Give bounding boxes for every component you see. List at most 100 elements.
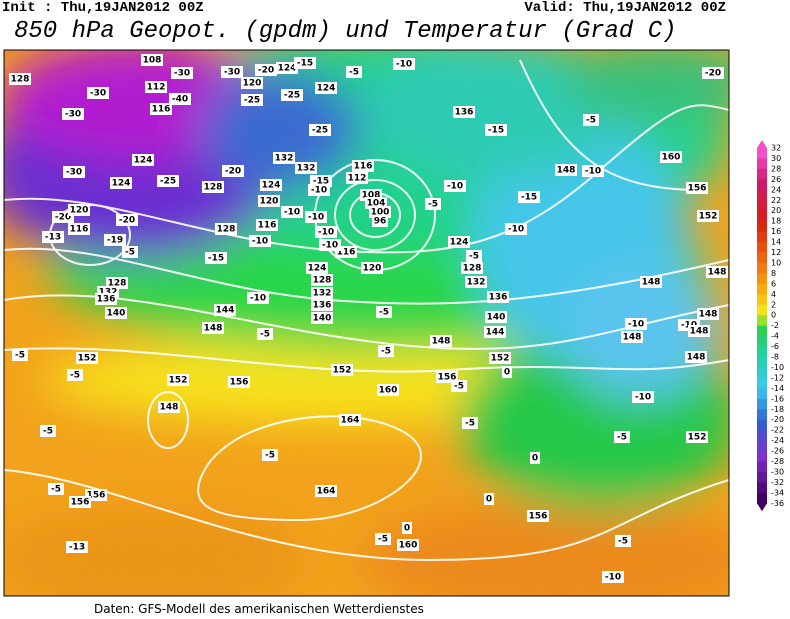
- label-box: [40, 425, 56, 437]
- contour-label: 116: [337, 248, 356, 258]
- contour-label: 136: [313, 301, 332, 311]
- contour-label: 124: [112, 179, 131, 189]
- label-box: [346, 172, 368, 184]
- contour-label: 152: [333, 366, 352, 376]
- contour-label: 156: [230, 378, 249, 388]
- label-box: [276, 62, 298, 74]
- colorbar-label: 16: [771, 227, 781, 236]
- label-box: [352, 160, 374, 172]
- label-box: [105, 307, 127, 319]
- label-box: [686, 431, 708, 443]
- contour-label: 116: [258, 221, 277, 231]
- contour-label: 148: [687, 353, 706, 363]
- colorbar-label: -22: [771, 426, 784, 435]
- colorbar-label: 30: [771, 154, 781, 163]
- label-box: [171, 67, 193, 79]
- contour-label: -5: [617, 433, 627, 443]
- contour-label: -13: [69, 543, 85, 553]
- label-box: [214, 304, 236, 316]
- label-box: [12, 349, 28, 361]
- label-box: [132, 154, 154, 166]
- contour-label: 112: [348, 174, 367, 184]
- label-box: [9, 73, 31, 85]
- colorbar-label: 26: [771, 175, 781, 184]
- colorbar-label: 0: [771, 311, 776, 320]
- label-box: [167, 374, 189, 386]
- colorbar-label: -4: [771, 332, 779, 341]
- contour-label: 156: [87, 491, 106, 501]
- label-box: [249, 235, 271, 247]
- contour-label: 160: [379, 386, 398, 396]
- label-box: [69, 496, 91, 508]
- contour-label: 144: [216, 306, 235, 316]
- contour-label: -10: [252, 237, 268, 247]
- contour-label: -5: [51, 485, 61, 495]
- contour-label: 132: [99, 288, 118, 298]
- colorbar-label: 22: [771, 196, 781, 205]
- contour-label: -5: [349, 68, 359, 78]
- label-box: [222, 165, 244, 177]
- contour-label: 144: [486, 328, 505, 338]
- contour-label: -10: [635, 393, 651, 403]
- contour-label: -20: [225, 167, 241, 177]
- contour-label: 120: [363, 264, 382, 274]
- contour-label: -30: [65, 110, 81, 120]
- colorbar-band: [757, 409, 767, 421]
- label-box: [305, 211, 327, 223]
- contour-label: 148: [160, 403, 179, 413]
- label-box: [518, 191, 540, 203]
- contour-label: -5: [70, 371, 80, 381]
- label-box: [430, 335, 452, 347]
- label-box: [294, 57, 316, 69]
- contour-label: -25: [160, 177, 176, 187]
- colorbar-band: [757, 242, 767, 253]
- label-box: [202, 322, 224, 334]
- colorbar-band: [757, 492, 767, 504]
- label-box: [158, 401, 180, 413]
- contour-label: 140: [487, 313, 506, 323]
- label-box: [150, 103, 172, 115]
- contour-label: 96: [374, 217, 387, 227]
- contour-label: -20: [705, 69, 721, 79]
- colorbar-band: [757, 440, 767, 452]
- colorbar-label: -12: [771, 373, 784, 382]
- contour-label: 148: [557, 166, 576, 176]
- label-box: [157, 175, 179, 187]
- label-box: [372, 215, 388, 227]
- label-box: [402, 522, 412, 534]
- label-box: [346, 66, 362, 78]
- label-box: [67, 369, 83, 381]
- contour-label: -15: [297, 59, 313, 69]
- label-box: [702, 67, 724, 79]
- contour-label: 152: [491, 354, 510, 364]
- contour-label: -10: [250, 294, 266, 304]
- colorbar-band: [757, 252, 767, 264]
- temperature-field: [4, 50, 729, 596]
- contour-label: 160: [399, 541, 418, 551]
- contour-label: -5: [15, 351, 25, 361]
- label-box: [308, 184, 330, 196]
- colorbar-label: 14: [771, 238, 781, 247]
- colorbar-label: -30: [771, 467, 784, 476]
- label-box: [615, 535, 631, 547]
- label-box: [311, 312, 333, 324]
- label-box: [273, 152, 295, 164]
- contour-label: 100: [371, 208, 390, 218]
- contour-label: 140: [107, 309, 126, 319]
- colorbar-band: [757, 283, 767, 295]
- colorbar-band: [757, 294, 767, 306]
- label-box: [319, 239, 341, 251]
- label-box: [95, 293, 117, 305]
- colorbar-label: 10: [771, 258, 781, 267]
- contour-label: 124: [262, 181, 281, 191]
- label-box: [306, 262, 328, 274]
- label-box: [448, 236, 470, 248]
- colorbar-label: -18: [771, 405, 784, 414]
- label-box: [361, 262, 383, 274]
- contour-label: 120: [70, 206, 89, 216]
- label-box: [66, 541, 88, 553]
- label-box: [688, 325, 710, 337]
- contour-label: -15: [208, 254, 224, 264]
- colorbar-label: -6: [771, 342, 779, 351]
